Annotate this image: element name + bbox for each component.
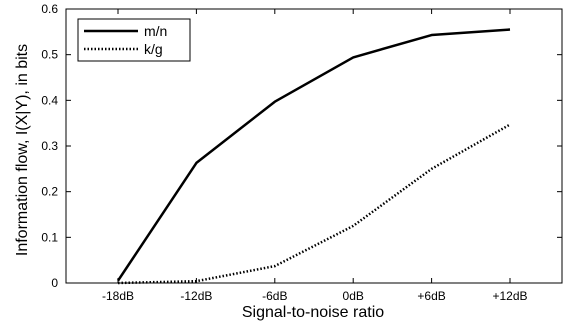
x-axis-label: Signal-to-noise ratio <box>242 304 384 321</box>
x-tick-label: 0dB <box>343 289 364 303</box>
series-line-k-g <box>118 125 510 283</box>
x-tick-label: +6dB <box>417 289 445 303</box>
y-tick-label: 0.3 <box>41 139 58 153</box>
y-tick-label: 0.2 <box>41 185 58 199</box>
legend-label: k/g <box>144 41 163 57</box>
legend: m/n k/g <box>78 19 190 61</box>
y-tick-label: 0.5 <box>41 48 58 62</box>
x-tick-label: +12dB <box>492 289 527 303</box>
legend-label: m/n <box>144 23 167 39</box>
y-tick-label: 0.4 <box>41 93 58 107</box>
y-tick-label: 0.1 <box>41 230 58 244</box>
y-tick-label: 0 <box>51 276 58 290</box>
series-layer <box>118 30 510 283</box>
x-tick-label: -18dB <box>102 289 134 303</box>
x-tick-label: -6dB <box>262 289 287 303</box>
y-axis-label: Information flow, I(X|Y), in bits <box>14 44 31 256</box>
legend-box <box>78 19 190 61</box>
y-tick-label: 0.6 <box>41 2 58 16</box>
series-line-m-n <box>118 30 510 281</box>
x-tick-label: -12dB <box>180 289 212 303</box>
